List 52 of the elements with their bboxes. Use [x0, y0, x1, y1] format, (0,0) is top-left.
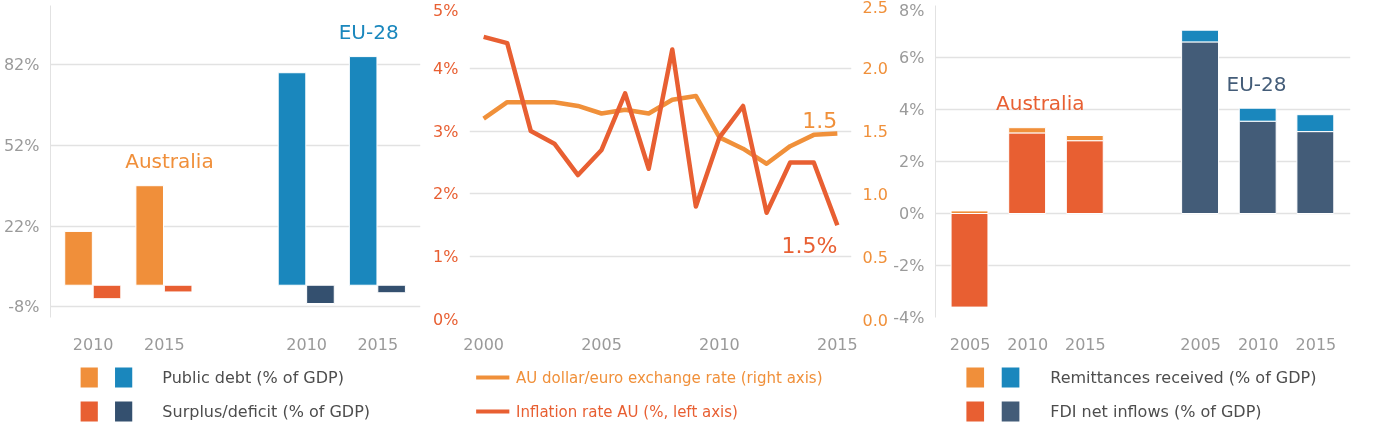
y-tick-label: 3%: [433, 121, 459, 141]
y-tick-label: 0%: [433, 310, 459, 329]
y-tick-label: -2%: [893, 256, 925, 275]
x-tick-label: 2005: [949, 334, 991, 354]
y-tick-label: 22%: [3, 216, 40, 236]
annotation: EU-28: [1226, 71, 1287, 96]
y-tick-label: 0%: [899, 204, 925, 223]
legend-label: AU dollar/euro exchange rate (right axis): [516, 368, 823, 387]
y-tick-label: 5%: [433, 0, 459, 20]
y-tick-label: 1%: [433, 247, 459, 267]
line-series: [481, 93, 840, 167]
x-tick-label: 2010: [286, 334, 328, 354]
x-tick-label: 2015: [1065, 334, 1106, 354]
x-tick-label: 2010: [699, 334, 740, 354]
x-tick-label: 2015: [1295, 334, 1337, 354]
y-tick-label: 52%: [3, 135, 40, 155]
x-tick-label: 2015: [816, 334, 858, 354]
y2-tick-label: 1.5: [862, 122, 888, 142]
annotation: Australia: [996, 91, 1085, 116]
x-tick-label: 2010: [72, 334, 114, 354]
y-tick-label: -4%: [893, 308, 925, 327]
y-tick-label: 82%: [3, 55, 40, 75]
y2-tick-label: 2.0: [862, 59, 888, 79]
legend-label: Surplus/deficit (% of GDP): [162, 402, 371, 421]
x-tick-label: 2000: [463, 334, 505, 354]
legend-label: FDI net inflows (% of GDP): [1050, 402, 1262, 421]
x-tick-label: 2015: [357, 334, 399, 354]
y-tick-label: 2%: [899, 152, 925, 171]
x-tick-label: 2005: [1180, 334, 1221, 354]
y-tick-label: 2%: [433, 184, 459, 204]
legend-label: Inflation rate AU (%, left axis): [516, 402, 738, 421]
data-label: 1.5%: [781, 233, 838, 259]
y2-tick-label: 0.0: [862, 310, 888, 330]
annotation: EU-28: [338, 20, 399, 45]
y-tick-label: 4%: [433, 58, 459, 78]
x-tick-label: 2010: [1237, 334, 1279, 354]
y-tick-label: 4%: [899, 100, 925, 119]
line-series: [481, 34, 840, 228]
annotation: Australia: [125, 149, 214, 174]
y-tick-label: 8%: [899, 0, 925, 20]
y-tick-label: -8%: [8, 297, 40, 317]
y2-tick-label: 1.0: [862, 184, 888, 204]
legend-label: Public debt (% of GDP): [162, 368, 344, 387]
x-tick-label: 2010: [1007, 334, 1049, 354]
y-tick-label: 6%: [899, 48, 925, 67]
x-tick-label: 2015: [143, 334, 185, 354]
x-tick-label: 2005: [581, 334, 622, 354]
y2-tick-label: 2.5: [862, 0, 888, 17]
legend-label: Remittances received (% of GDP): [1050, 368, 1317, 387]
data-label: 1.5: [802, 107, 838, 133]
bar: [950, 213, 989, 308]
y2-tick-label: 0.5: [862, 247, 888, 267]
